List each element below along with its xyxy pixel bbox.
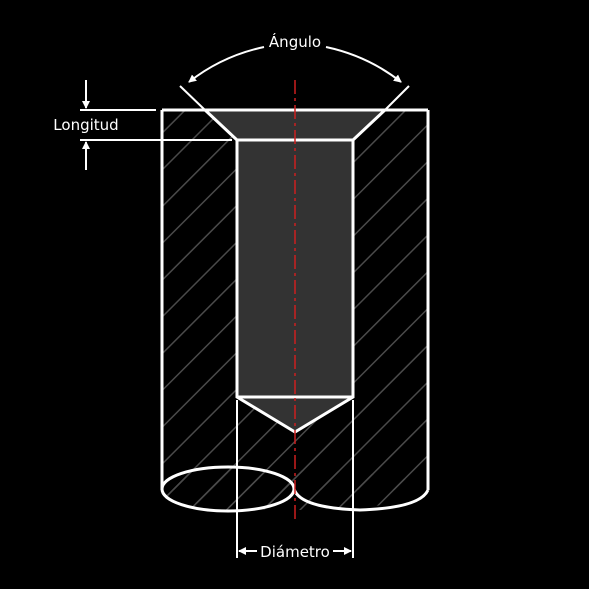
bottom-arc	[292, 488, 430, 512]
angle-extension-right	[384, 85, 410, 111]
angle-label: Ángulo	[269, 32, 321, 51]
bottom-ellipse	[160, 465, 296, 513]
length-label: Longitud	[53, 116, 118, 134]
angle-arc-left	[188, 46, 265, 83]
hole-profile	[201, 108, 389, 434]
angle-arc-right	[325, 46, 402, 83]
angle-extension-left	[179, 85, 206, 111]
diameter-label: Diámetro	[260, 543, 330, 561]
